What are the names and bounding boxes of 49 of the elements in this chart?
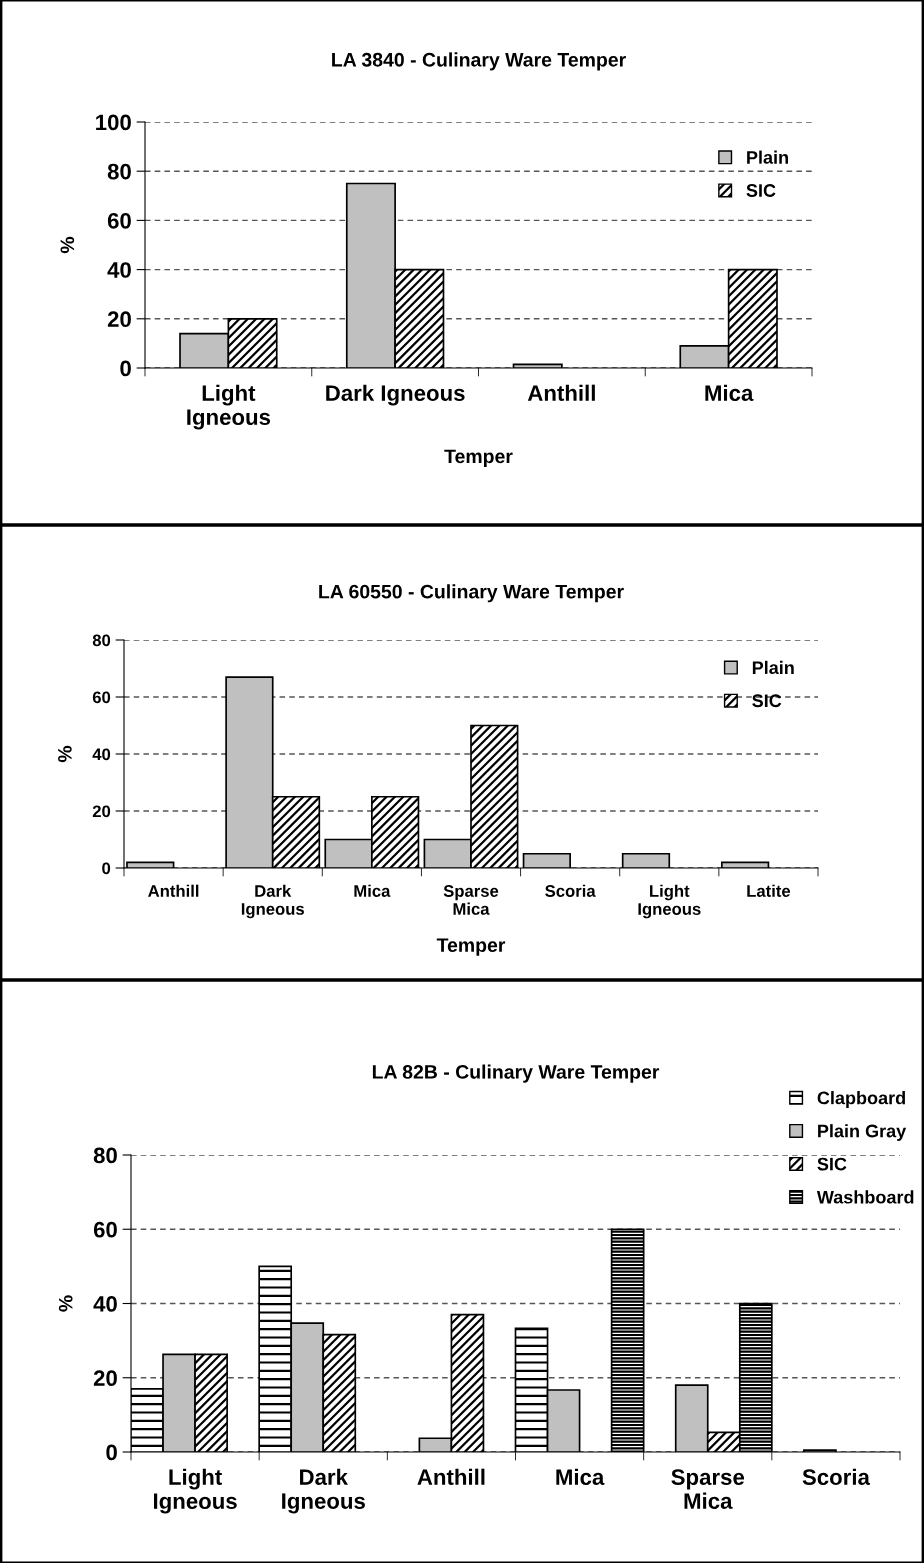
x-tick-label: Mica [705,384,754,401]
x-axis-title: Temper [436,938,506,956]
y-tick-label: 20 [93,1370,117,1387]
chart-title: LA 60550 - Culinary Ware Temper [319,584,624,603]
y-tick-label: 60 [92,691,111,704]
x-tick-label: Light Igneous [153,1468,237,1514]
y-tick-label: 0 [102,862,111,875]
y-tick-label: 40 [107,262,131,278]
x-tick-label: Light Igneous [638,884,701,919]
legend-label: Clapboard [817,1091,905,1108]
x-tick-label: Sparse Mica [443,885,499,915]
legend-label: Washboard [816,1190,914,1204]
y-tick-label: 0 [106,1444,117,1461]
y-tick-label: 80 [92,634,111,647]
x-tick-label: Anthill [417,1468,485,1485]
chart-title: LA 3840 - Culinary Ware Temper [332,52,626,71]
y-tick-label: 60 [93,1221,117,1238]
x-tick-label: Dark Igneous [326,384,465,406]
y-tick-label: 80 [93,1147,117,1164]
legend-label: SIC [752,694,782,708]
x-tick-label: Scoria [802,1468,871,1485]
x-tick-label: Sparse Mica [671,1469,745,1509]
y-tick-label: 100 [96,114,131,131]
y-axis-title: % [58,1295,73,1312]
y-axis-title: % [60,236,75,254]
x-tick-label: Latite [747,884,791,897]
x-tick-label: Light Igneous [187,384,271,430]
legend-label: SIC [746,184,776,197]
y-tick-label: 40 [93,1296,117,1312]
y-tick-label: 20 [107,311,131,328]
x-tick-label: Mica [354,884,391,897]
chart-title: LA 82B - Culinary Ware Temper [372,1064,660,1083]
x-axis-title: Temper [444,449,513,468]
x-tick-label: Dark Igneous [241,884,304,919]
x-tick-label: Anthill [148,884,199,897]
y-tick-label: 40 [92,748,111,761]
x-tick-label: Dark Igneous [282,1468,365,1514]
legend-label: Plain [752,660,794,675]
legend-label: Plain Gray [818,1124,907,1141]
x-tick-label: Scoria [545,884,596,897]
y-tick-label: 20 [92,805,111,818]
y-tick-label: 80 [107,163,131,180]
y-tick-label: 60 [107,212,131,229]
x-tick-label: Mica [556,1468,605,1485]
legend-label: SIC [817,1157,847,1171]
y-tick-label: 0 [120,360,131,377]
legend-label: Plain [747,150,788,164]
y-axis-title: % [58,745,72,763]
x-tick-label: Anthill [527,384,595,401]
